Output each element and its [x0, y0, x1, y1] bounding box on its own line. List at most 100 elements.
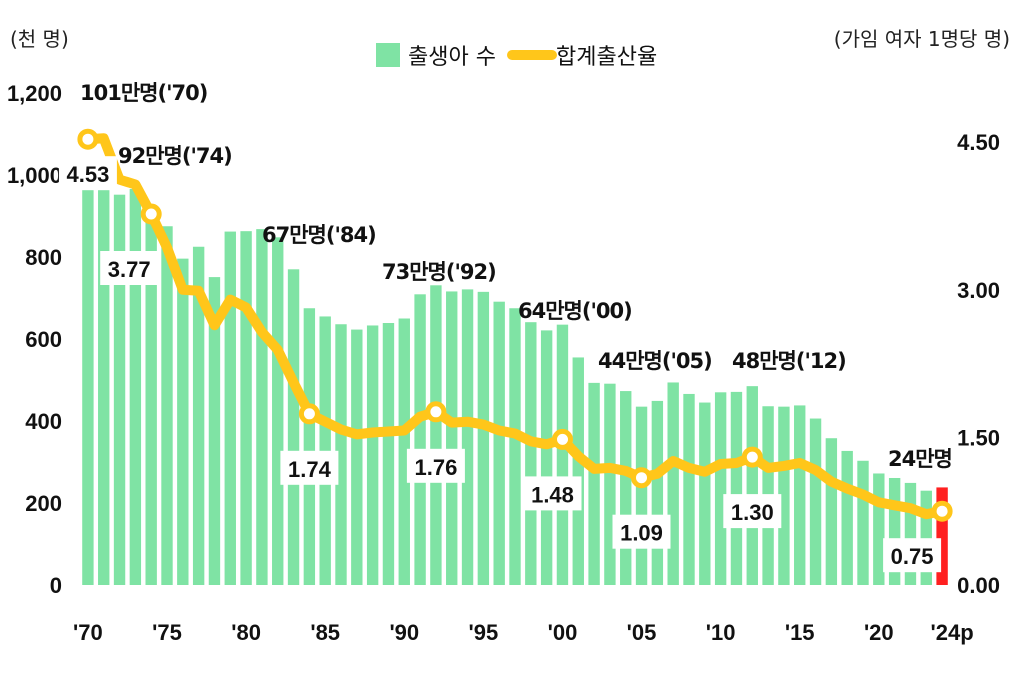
x-tick-label: '00: [548, 620, 578, 645]
bar-births: [699, 402, 711, 585]
birth-annotation: 64만명('00): [518, 299, 632, 323]
bar-births: [683, 393, 695, 585]
bar-births: [888, 477, 901, 585]
bar-births: [509, 308, 521, 585]
bar-births: [572, 357, 584, 585]
tfr-label-box: [406, 448, 465, 483]
bar-births: [82, 172, 94, 585]
left-tick-label: 0: [50, 573, 62, 598]
right-tick-label: 4.50: [957, 130, 1000, 155]
tfr-marker: [298, 403, 320, 425]
legend-bar-swatch: [376, 43, 400, 67]
right-tick-label: 3.00: [957, 278, 1000, 303]
bar-births: [287, 269, 300, 585]
bar-births: [129, 188, 142, 585]
tfr-line: [82, 133, 948, 520]
legend: 출생아 수 합계출산율: [376, 43, 657, 70]
bar-births: [208, 277, 221, 585]
x-tick-label: '10: [706, 620, 736, 645]
left-tick-label: 1,000: [7, 163, 62, 188]
x-tick-label: '80: [231, 620, 261, 645]
right-axis-unit: (가임 여자 1명당 명): [834, 27, 1010, 51]
bar-births: [351, 329, 363, 585]
left-axis-unit: (천 명): [10, 27, 69, 51]
bar-births: [873, 473, 885, 585]
bar-births: [604, 383, 616, 585]
bar-births: [651, 400, 664, 585]
bar-births: [113, 194, 126, 585]
tfr-value-label: 3.77: [108, 257, 151, 282]
birth-annotation: 67만명('84): [262, 223, 376, 247]
tfr-value-label: 0.75: [891, 544, 934, 569]
tfr-value-label: 1.48: [531, 482, 574, 507]
bar-births: [224, 231, 236, 585]
tfr-label-box: [723, 494, 782, 529]
bar-births: [145, 206, 157, 586]
tfr-marker: [425, 401, 447, 423]
bar-births: [303, 308, 316, 585]
bar-births: [98, 165, 110, 585]
births-bars: [82, 165, 948, 586]
tfr-marker: [140, 203, 162, 225]
bar-births: [430, 285, 442, 585]
bar-births: [794, 405, 806, 585]
bar-births: [161, 226, 173, 585]
bar-births: [461, 289, 474, 585]
right-tick-label: 1.50: [957, 425, 1000, 450]
bar-births: [192, 246, 205, 585]
bar-births: [588, 382, 600, 585]
bar-births: [382, 323, 395, 585]
bar-births: [841, 450, 853, 585]
x-tick-label: '75: [152, 620, 182, 645]
birth-annotation: 73만명('92): [382, 260, 496, 284]
tfr-value-label: 1.76: [414, 455, 457, 480]
tfr-marker: [741, 446, 763, 468]
bar-births: [714, 392, 727, 585]
tfr-label-box: [100, 251, 159, 285]
tfr-value-label: 1.74: [288, 457, 332, 482]
bar-births: [857, 460, 869, 585]
left-tick-label: 800: [25, 245, 62, 270]
x-tick-label: '05: [627, 620, 657, 645]
bar-births: [904, 482, 917, 585]
x-tick-label: '95: [469, 620, 499, 645]
chart-labels: 0 200 400 600 800 1,000 1,200 0.00 1.50 3.00 4.50 '…: [7, 81, 1000, 645]
bar-births: [319, 316, 331, 585]
x-tick-label: '70: [73, 620, 103, 645]
bar-births: [746, 386, 758, 585]
bar-births-highlight: [936, 487, 948, 585]
x-tick-label: '20: [864, 620, 894, 645]
x-tick-label: '85: [310, 620, 340, 645]
bar-births: [446, 291, 458, 585]
x-tick-label: '15: [785, 620, 815, 645]
tfr-marker: [931, 500, 953, 522]
bar-births: [177, 258, 189, 585]
bar-births: [667, 382, 679, 585]
bar-births: [256, 229, 268, 585]
tfr-marker: [77, 128, 99, 150]
birth-annotation: 44만명('05): [598, 349, 712, 373]
right-tick-label: 0.00: [957, 573, 1000, 598]
x-tick-label: '24p: [931, 620, 974, 645]
birth-annotation: 24만명: [888, 447, 952, 471]
bar-births: [620, 391, 632, 585]
birth-annotation: 92만명('74): [118, 144, 232, 168]
x-tick-label: '90: [389, 620, 419, 645]
bar-births: [477, 291, 490, 585]
tfr-label-box: [612, 514, 671, 549]
bar-births: [920, 490, 932, 585]
bar-births: [398, 318, 410, 585]
legend-line-label: 합계출산율: [556, 45, 657, 70]
tfr-marker: [552, 428, 573, 450]
tfr-marker: [631, 467, 652, 489]
tfr-label-box: [523, 476, 582, 511]
birth-annotation: 48만명('12): [732, 349, 846, 373]
bar-births: [730, 391, 743, 585]
bar-births: [335, 324, 347, 585]
left-tick-label: 600: [25, 327, 62, 352]
bar-births: [635, 406, 648, 585]
bar-births: [809, 418, 822, 585]
bar-births: [525, 322, 537, 585]
tfr-label-box: [58, 156, 117, 191]
